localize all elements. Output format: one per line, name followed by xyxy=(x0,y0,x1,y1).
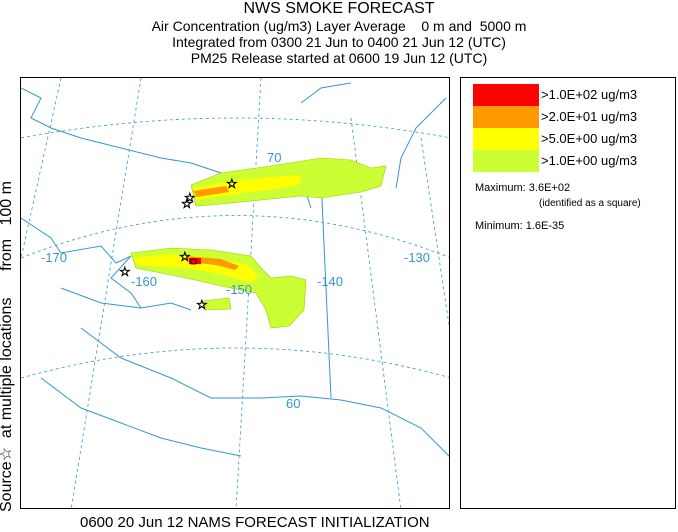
maximum-square xyxy=(190,258,197,265)
coastline-path xyxy=(21,217,142,309)
legend-minimum: Minimum: 1.6E-35 xyxy=(475,220,565,232)
lon-label: -140 xyxy=(317,274,343,289)
plume-north-orange xyxy=(193,186,229,197)
map-svg: ☆ ☆ ☆ ☆ ☆ ☆ -170 -160 -150 -140 -130 70 … xyxy=(21,78,449,508)
subtitle-concentration: Air Concentration (ug/m3) Layer Average … xyxy=(151,18,527,34)
legend-label: >1.0E+02 ug/m3 xyxy=(541,87,638,102)
plume-level-5 xyxy=(133,175,301,283)
plume-north-core xyxy=(193,175,301,200)
star-icon: ☆ xyxy=(179,250,191,265)
star-icon: ☆ xyxy=(226,177,238,192)
legend-entry: >2.0E+01 ug/m3 xyxy=(473,106,673,128)
lon-label: -160 xyxy=(131,274,157,289)
legend-label: >1.0E+00 ug/m3 xyxy=(541,153,638,168)
subtitle-release: PM25 Release started at 0600 19 Jun 12 (… xyxy=(190,50,488,66)
lat-label: 70 xyxy=(267,150,281,165)
title-block: NWS SMOKE FORECAST Air Concentration (ug… xyxy=(0,0,678,66)
graticule-labels: -170 -160 -150 -140 -130 70 60 xyxy=(41,150,430,411)
legend-maximum: Maximum: 3.6E+02 xyxy=(475,182,571,194)
graticule-line xyxy=(21,347,449,379)
coastline-path xyxy=(300,82,352,104)
subtitle-integration: Integrated from 0300 21 Jun to 0400 21 J… xyxy=(172,34,506,50)
plume-central-red xyxy=(189,258,201,264)
legend-maximum-note: (identified as a square) xyxy=(539,198,641,209)
footer-initialization: 0600 20 Jun 12 NAMS FORECAST INITIALIZAT… xyxy=(80,514,430,531)
legend-entry: >1.0E+00 ug/m3 xyxy=(473,150,673,172)
lon-label: -170 xyxy=(41,250,67,265)
legend-swatch xyxy=(473,84,539,106)
coastline-path xyxy=(60,287,192,311)
coastline-path xyxy=(395,97,447,189)
legend-label: >5.0E+00 ug/m3 xyxy=(541,131,638,146)
plume-level-100 xyxy=(189,258,201,264)
source-markers: ☆ ☆ ☆ ☆ ☆ ☆ xyxy=(119,177,238,314)
coastline-path xyxy=(320,177,332,399)
graticule-line xyxy=(235,78,262,508)
legend-panel: >1.0E+02 ug/m3 >2.0E+01 ug/m3 >5.0E+00 u… xyxy=(460,77,676,509)
legend-entry: >5.0E+00 ug/m3 xyxy=(473,128,673,150)
lon-label: -150 xyxy=(226,282,252,297)
legend-entry: >1.0E+02 ug/m3 xyxy=(473,84,673,106)
star-icon: ☆ xyxy=(119,265,131,280)
map-panel[interactable]: ☆ ☆ ☆ ☆ ☆ ☆ -170 -160 -150 -140 -130 70 … xyxy=(20,77,450,509)
legend-swatch xyxy=(473,128,539,150)
page-title: NWS SMOKE FORECAST xyxy=(243,0,435,17)
legend-swatch xyxy=(473,150,539,172)
coastline-path xyxy=(40,377,242,457)
legend-swatch xyxy=(473,106,539,128)
plume-central-core xyxy=(133,254,259,283)
graticule-line xyxy=(70,78,142,508)
lon-label: -130 xyxy=(404,250,430,265)
coastline-path xyxy=(80,327,449,457)
plume-south xyxy=(202,297,232,311)
source-side-label: Source☆ at multiple locations from 100 m xyxy=(0,181,15,512)
star-icon: ☆ xyxy=(181,197,193,212)
plume-central xyxy=(130,247,307,329)
legend-label: >2.0E+01 ug/m3 xyxy=(541,109,638,124)
graticule-line xyxy=(21,215,449,259)
graticule-line xyxy=(420,137,449,328)
graticule-line xyxy=(21,117,449,139)
graticule-line xyxy=(21,78,62,259)
star-icon: ☆ xyxy=(196,298,208,313)
lat-label: 60 xyxy=(286,396,300,411)
star-icon: ☆ xyxy=(184,191,196,206)
